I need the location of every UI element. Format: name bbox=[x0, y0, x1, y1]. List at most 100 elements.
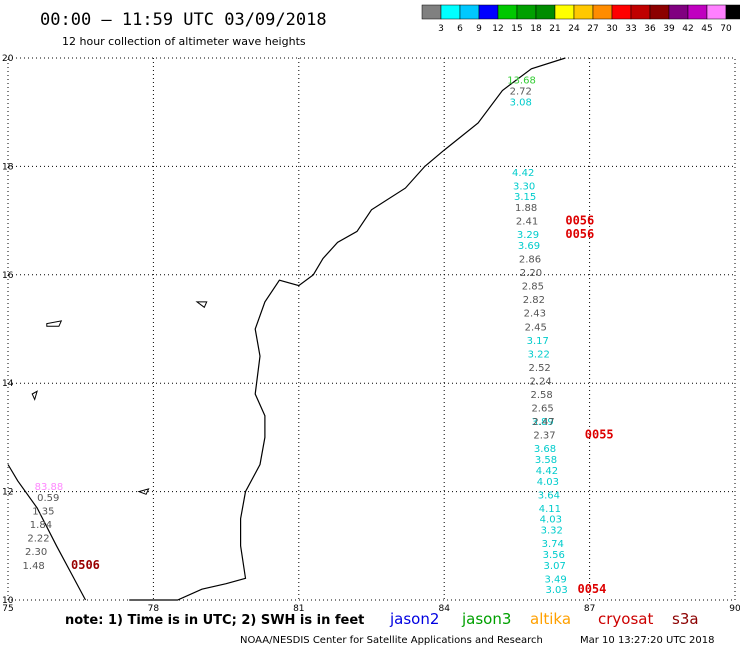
footer-note: note: 1) Time is in UTC; 2) SWH is in fe… bbox=[65, 613, 364, 628]
legend-swatch bbox=[459, 4, 480, 20]
legend-tick-label: 9 bbox=[476, 24, 482, 34]
swh-label-jason2: 3.17 bbox=[527, 336, 549, 347]
swh-label-altika: 2.52 bbox=[529, 363, 551, 374]
swh-label-jason2: 4.03 bbox=[540, 515, 562, 526]
swh-label-altika: 2.47 bbox=[532, 417, 554, 428]
x-tick-label: 87 bbox=[584, 604, 595, 614]
swh-label-jason2: 4.42 bbox=[512, 168, 534, 179]
legend-swatch bbox=[573, 4, 594, 20]
satellite-name: s3a bbox=[672, 610, 699, 628]
swh-label-jason2: 3.32 bbox=[541, 526, 563, 537]
swh-label-s3a: 0506 bbox=[71, 558, 100, 572]
swh-label-altika: 2.72 bbox=[510, 87, 532, 98]
swh-label-jason2: 3.68 bbox=[534, 444, 556, 455]
legend-swatch bbox=[611, 4, 632, 20]
legend-tick-label: 21 bbox=[549, 24, 560, 34]
y-tick-label: 10 bbox=[2, 596, 14, 606]
legend-swatch bbox=[516, 4, 537, 20]
legend-swatch bbox=[497, 4, 518, 20]
x-tick-label: 78 bbox=[148, 604, 160, 614]
coastline-west bbox=[7, 464, 87, 601]
swh-label-jason2: 3.89 bbox=[531, 417, 553, 428]
y-tick-label: 16 bbox=[2, 271, 14, 281]
swh-label-altika: 2.86 bbox=[519, 255, 541, 266]
y-tick-label: 18 bbox=[2, 162, 14, 172]
legend-swatch bbox=[421, 4, 442, 20]
swh-label-jason2: 4.03 bbox=[537, 477, 559, 488]
swh-label-jason2: 3.64 bbox=[538, 490, 560, 501]
legend-tick-label: 45 bbox=[701, 24, 712, 34]
swh-label-altika: 1.84 bbox=[30, 520, 52, 531]
legend-tick-label: 30 bbox=[606, 24, 618, 34]
satellite-legend: jason2 jason3 altika cryosat s3a bbox=[389, 610, 699, 628]
legend-tick-label: 39 bbox=[663, 24, 675, 34]
legend-swatch bbox=[535, 4, 556, 20]
plot-area: 75 78 81 84 87 90 10 12 14 16 18 20 3.08 4.42 3.303.15… bbox=[2, 54, 740, 614]
y-tick-label: 20 bbox=[2, 54, 14, 64]
y-tick-label: 12 bbox=[2, 488, 13, 498]
swh-label-cryosat: 0054 bbox=[577, 582, 606, 596]
legend-swatch bbox=[592, 4, 613, 20]
swh-label-altika: 2.30 bbox=[25, 547, 47, 558]
y-tick-label: 14 bbox=[2, 379, 14, 389]
satellite-name: altika bbox=[530, 610, 571, 628]
swh-label-jason2: 3.49 bbox=[545, 574, 567, 585]
swh-label-jason2: 3.58 bbox=[535, 455, 557, 466]
swh-label-altika: 2.37 bbox=[533, 431, 555, 442]
swh-label-altika: 2.58 bbox=[530, 390, 552, 401]
swh-label-jason2: 4.42 bbox=[536, 466, 558, 477]
plot-frame bbox=[7, 57, 736, 601]
legend-tick-label: 12 bbox=[492, 24, 503, 34]
legend-swatch bbox=[706, 4, 727, 20]
swh-label-altika: 1.88 bbox=[515, 203, 537, 214]
legend-tick-label: 36 bbox=[644, 24, 656, 34]
legend-tick-label: 27 bbox=[587, 24, 598, 34]
swh-label-green: 13.68 bbox=[507, 76, 536, 87]
swh-label-pink: 83.88 bbox=[35, 482, 64, 493]
swh-label-altika: 0.59 bbox=[37, 493, 59, 504]
legend-swatch bbox=[725, 4, 740, 20]
footer-credit: NOAA/NESDIS Center for Satellite Applica… bbox=[240, 635, 543, 646]
swh-label-altika: 1.48 bbox=[23, 561, 45, 572]
swh-label-jason2: 3.56 bbox=[543, 550, 565, 561]
swh-label-cryosat: 0056 bbox=[565, 227, 594, 241]
legend-tick-label: 24 bbox=[568, 24, 580, 34]
swh-label-altika: 2.85 bbox=[522, 282, 544, 293]
legend-swatch bbox=[554, 4, 575, 20]
swh-label-jason2: 3.03 bbox=[545, 585, 567, 596]
x-tick-label: 75 bbox=[2, 604, 13, 614]
x-tick-label: 84 bbox=[438, 604, 450, 614]
swh-label-jason2: 4.11 bbox=[539, 504, 561, 515]
swh-label-cryosat: 0056 bbox=[565, 214, 594, 228]
legend-swatch bbox=[649, 4, 670, 20]
satellite-name: jason2 bbox=[389, 610, 439, 628]
satellite-name: cryosat bbox=[598, 610, 653, 628]
swh-label-jason2: 3.29 bbox=[517, 230, 539, 241]
footer-timestamp: Mar 10 13:27:20 UTC 2018 bbox=[580, 635, 715, 646]
swh-label-jason2: 3.30 bbox=[513, 181, 535, 192]
legend-swatch bbox=[668, 4, 689, 20]
satellite-name: jason3 bbox=[461, 610, 511, 628]
swh-label-altika: 2.22 bbox=[27, 534, 49, 545]
swh-label-jason2: 3.15 bbox=[514, 192, 536, 203]
swh-label-altika: 2.20 bbox=[520, 268, 542, 279]
swh-label-cryosat: 0055 bbox=[585, 428, 614, 442]
swh-label-jason2: 3.08 bbox=[510, 97, 532, 108]
swh-label-jason2: 3.22 bbox=[528, 349, 550, 360]
swh-label-altika: 2.45 bbox=[525, 322, 547, 333]
legend-tick-label: 70 bbox=[720, 24, 732, 34]
swh-label-jason2: 3.69 bbox=[518, 241, 540, 252]
legend-swatch bbox=[687, 4, 708, 20]
swh-label-altika: 1.35 bbox=[32, 507, 54, 518]
legend-swatch bbox=[478, 4, 499, 20]
swh-label-altika: 2.24 bbox=[530, 376, 552, 387]
island-outline bbox=[137, 488, 150, 495]
x-tick-label: 81 bbox=[293, 604, 304, 614]
island-outline bbox=[31, 390, 38, 401]
island-outline bbox=[195, 301, 208, 309]
x-tick-label: 90 bbox=[729, 604, 740, 614]
swh-label-jason2: 3.74 bbox=[542, 539, 564, 550]
chart-subtitle: 12 hour collection of altimeter wave hei… bbox=[62, 35, 306, 48]
swh-label-altika: 2.41 bbox=[516, 217, 538, 228]
